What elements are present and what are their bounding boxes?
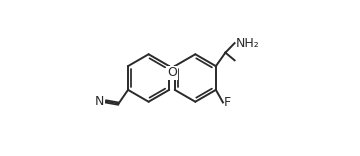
Text: O: O <box>167 66 177 79</box>
Text: N: N <box>95 95 104 108</box>
Text: NH₂: NH₂ <box>235 37 259 50</box>
Text: F: F <box>224 96 231 109</box>
